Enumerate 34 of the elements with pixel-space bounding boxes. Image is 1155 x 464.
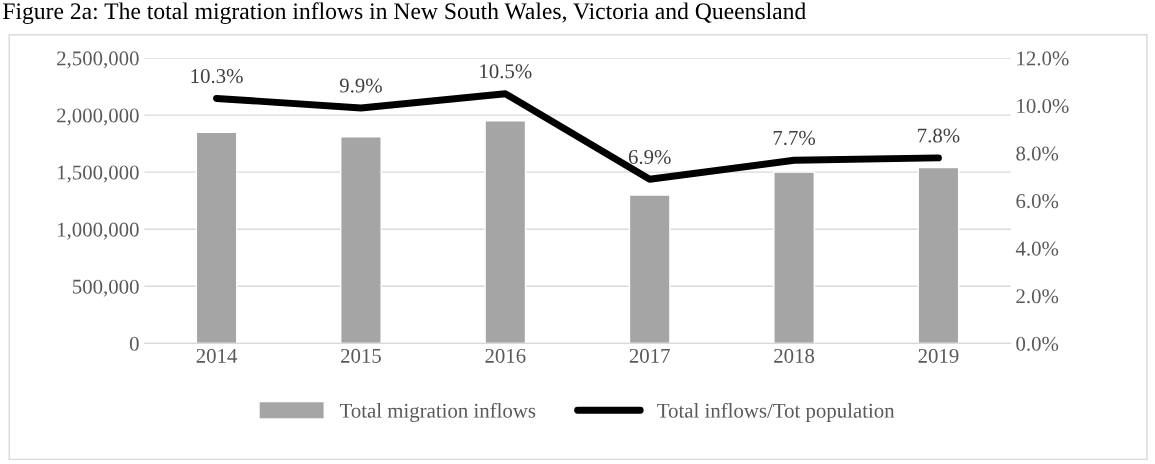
data-label: 6.9%: [628, 149, 671, 165]
bar: [340, 136, 382, 344]
x-tick-label: 2015: [341, 348, 381, 363]
bar: [628, 194, 671, 344]
x-tick-label: 2014: [196, 348, 238, 363]
bar: [917, 166, 960, 344]
data-label: 7.8%: [918, 128, 960, 143]
y-tick-label: 1,500,000: [58, 165, 139, 183]
x-tick-label: 2019: [918, 348, 959, 363]
x-tick-label: 2016: [485, 348, 526, 363]
y-tick-label: 1,000,000: [58, 222, 139, 240]
bar: [484, 120, 527, 344]
data-label: 7.7%: [773, 130, 816, 145]
y2-tick-label: 4.0%: [1015, 241, 1059, 256]
y-tick-label: 2,500,000: [57, 51, 139, 69]
y2-tick-label: 6.0%: [1016, 194, 1059, 209]
y2-tick-label: 0.0%: [1016, 336, 1059, 351]
x-tick-label: 2017: [629, 348, 670, 363]
legend-label: Total inflows/Tot population: [657, 402, 895, 422]
bar: [773, 171, 815, 344]
legend-label: Total migration inflows: [339, 402, 536, 423]
y2-tick-label: 2.0%: [1016, 289, 1059, 304]
data-label: 10.3%: [191, 69, 243, 84]
data-label: 9.9%: [339, 78, 382, 93]
x-tick-label: 2018: [774, 348, 815, 363]
chart-title: Figure 2a: The total migration inflows in New South Wales, Victoria and Queensland: [2, 2, 806, 25]
y2-tick-label: 12.0%: [1017, 51, 1069, 66]
y2-tick-label: 10.0%: [1017, 98, 1069, 114]
y-tick-label: 0: [129, 336, 139, 351]
bar: [195, 131, 238, 344]
y2-tick-label: 8.0%: [1016, 146, 1059, 161]
y-tick-label: 2,000,000: [57, 108, 139, 126]
y-tick-label: 500,000: [73, 279, 139, 297]
data-label: 10.5%: [480, 64, 532, 79]
